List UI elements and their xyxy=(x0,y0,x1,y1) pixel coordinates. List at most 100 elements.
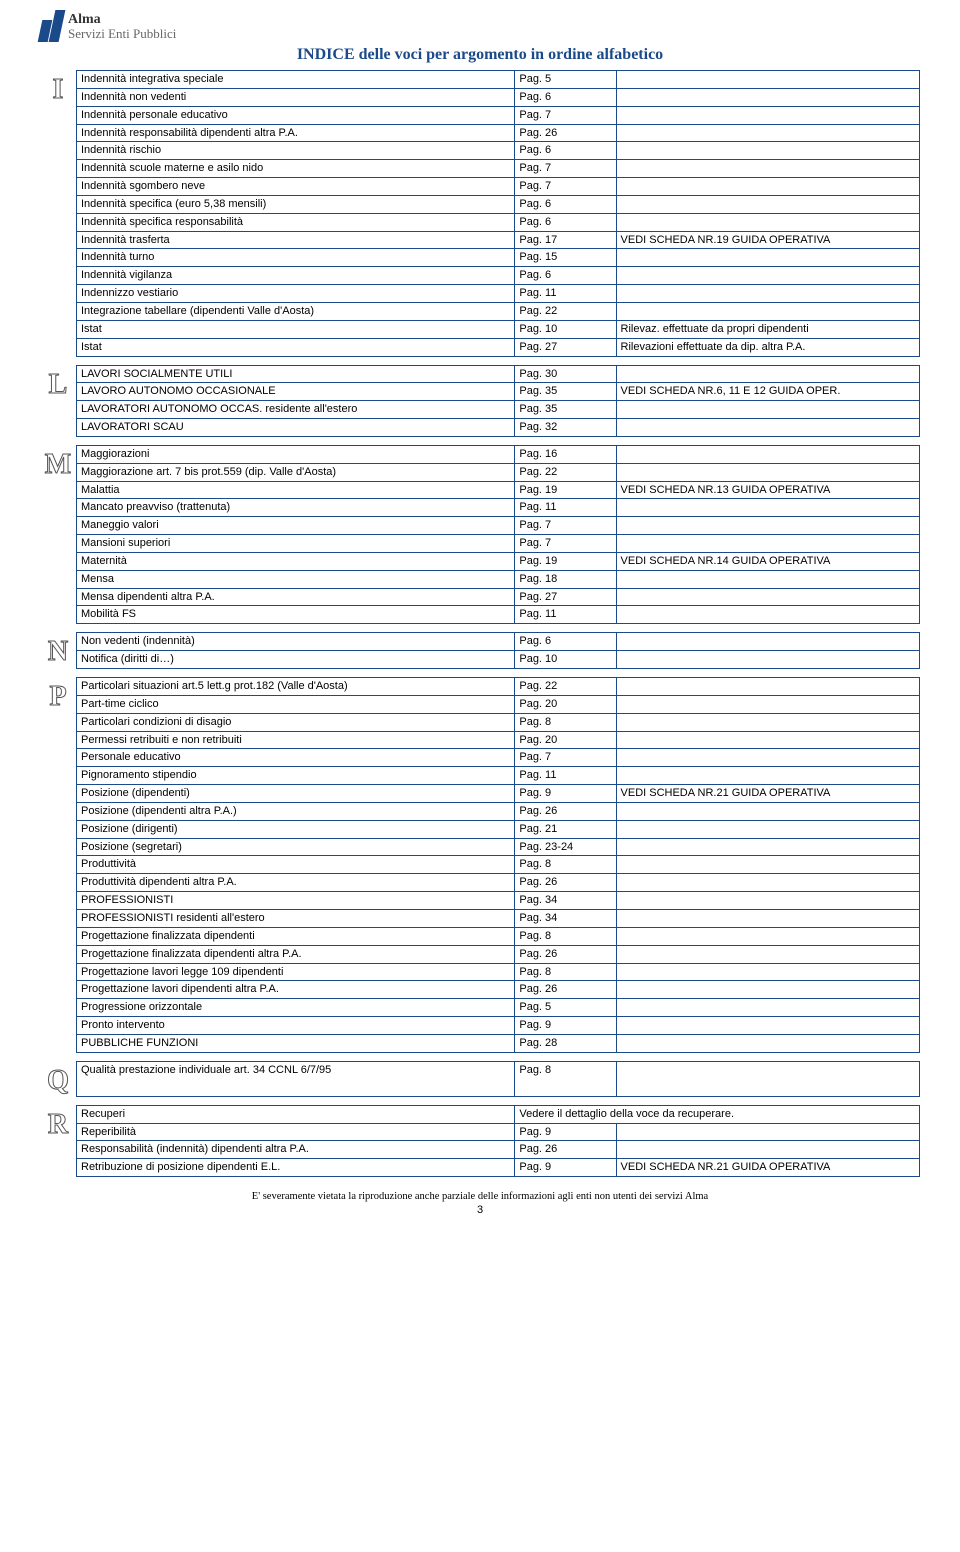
voice-note xyxy=(616,365,919,383)
voice-name: Integrazione tabellare (dipendenti Valle… xyxy=(77,302,515,320)
index-section: PParticolari situazioni art.5 lett.g pro… xyxy=(40,677,920,1053)
voice-page: Pag. 5 xyxy=(515,71,616,89)
voice-page: Pag. 20 xyxy=(515,695,616,713)
section-letter: I xyxy=(40,70,76,357)
voice-name: Pronto intervento xyxy=(77,1017,515,1035)
voice-note xyxy=(616,892,919,910)
voice-name: Indennità specifica (euro 5,38 mensili) xyxy=(77,195,515,213)
voice-page: Pag. 15 xyxy=(515,249,616,267)
table-row: Indennità sgombero nevePag. 7 xyxy=(77,178,920,196)
table-row: Indennità specifica responsabilitàPag. 6 xyxy=(77,213,920,231)
table-row: ReperibilitàPag. 9 xyxy=(77,1123,920,1141)
page-title: INDICE delle voci per argomento in ordin… xyxy=(40,46,920,64)
footer-text: E' severamente vietata la riproduzione a… xyxy=(40,1191,920,1202)
table-row: Progressione orizzontalePag. 5 xyxy=(77,999,920,1017)
voice-name: Mensa xyxy=(77,570,515,588)
table-row: Indennità rischioPag. 6 xyxy=(77,142,920,160)
logo: Alma Servizi Enti Pubblici xyxy=(40,10,176,42)
voice-note xyxy=(616,999,919,1017)
voice-name: Recuperi xyxy=(77,1105,515,1123)
section-letter: N xyxy=(40,632,76,669)
logo-line2: Servizi Enti Pubblici xyxy=(68,27,176,40)
voice-name: Maggiorazioni xyxy=(77,445,515,463)
table-row: Indennità non vedentiPag. 6 xyxy=(77,88,920,106)
logo-line1: Alma xyxy=(68,13,176,27)
voice-note xyxy=(616,713,919,731)
table-row: PROFESSIONISTI residenti all'esteroPag. … xyxy=(77,909,920,927)
index-section: MMaggiorazioniPag. 16Maggiorazione art. … xyxy=(40,445,920,624)
voice-note xyxy=(616,302,919,320)
table-row: Pignoramento stipendioPag. 11 xyxy=(77,767,920,785)
voice-note xyxy=(616,731,919,749)
index-section: LLAVORI SOCIALMENTE UTILIPag. 30LAVORO A… xyxy=(40,365,920,437)
voice-name: Mansioni superiori xyxy=(77,535,515,553)
table-row: Progettazione lavori legge 109 dipendent… xyxy=(77,963,920,981)
voice-page: Pag. 26 xyxy=(515,945,616,963)
voice-page: Pag. 22 xyxy=(515,678,616,696)
voice-name: Mobilità FS xyxy=(77,606,515,624)
voice-note: VEDI SCHEDA NR.19 GUIDA OPERATIVA xyxy=(616,231,919,249)
voice-page: Pag. 8 xyxy=(515,927,616,945)
voice-page: Pag. 19 xyxy=(515,481,616,499)
table-row: Progettazione lavori dipendenti altra P.… xyxy=(77,981,920,999)
table-row: Indennità vigilanzaPag. 6 xyxy=(77,267,920,285)
voice-note xyxy=(616,838,919,856)
voice-page: Pag. 27 xyxy=(515,338,616,356)
section-letter: M xyxy=(40,445,76,624)
voice-name: Posizione (dirigenti) xyxy=(77,820,515,838)
table-row: Progettazione finalizzata dipendentiPag.… xyxy=(77,927,920,945)
voice-note xyxy=(616,195,919,213)
voice-page: Pag. 8 xyxy=(515,713,616,731)
table-row: Pronto interventoPag. 9 xyxy=(77,1017,920,1035)
voice-name: Indennità rischio xyxy=(77,142,515,160)
voice-page: Pag. 35 xyxy=(515,383,616,401)
voice-note xyxy=(616,1034,919,1052)
table-row: Maneggio valoriPag. 7 xyxy=(77,517,920,535)
voice-name: Progettazione lavori legge 109 dipendent… xyxy=(77,963,515,981)
voice-note xyxy=(616,909,919,927)
voice-note xyxy=(616,517,919,535)
voice-page: Pag. 30 xyxy=(515,365,616,383)
voice-page: Pag. 9 xyxy=(515,1017,616,1035)
voice-note xyxy=(616,945,919,963)
section-letter: Q xyxy=(40,1061,76,1097)
table-row: Part-time ciclicoPag. 20 xyxy=(77,695,920,713)
voice-page: Pag. 8 xyxy=(515,963,616,981)
index-table: Indennità integrativa specialePag. 5Inde… xyxy=(76,70,920,357)
voice-page: Pag. 28 xyxy=(515,1034,616,1052)
voice-note xyxy=(616,88,919,106)
voice-note: Rilevaz. effettuate da propri dipendenti xyxy=(616,320,919,338)
voice-note xyxy=(616,927,919,945)
voice-note xyxy=(616,71,919,89)
voice-page: Pag. 34 xyxy=(515,909,616,927)
voice-note xyxy=(616,285,919,303)
voice-page: Pag. 6 xyxy=(515,213,616,231)
index-table: RecuperiVedere il dettaglio della voce d… xyxy=(76,1105,920,1177)
voice-note xyxy=(616,1061,919,1096)
index-table: Non vedenti (indennità)Pag. 6Notifica (d… xyxy=(76,632,920,669)
voice-note xyxy=(616,651,919,669)
voice-name: LAVORATORI SCAU xyxy=(77,419,515,437)
voice-name: Istat xyxy=(77,320,515,338)
voice-page: Pag. 35 xyxy=(515,401,616,419)
voice-name: PROFESSIONISTI xyxy=(77,892,515,910)
voice-note: VEDI SCHEDA NR.14 GUIDA OPERATIVA xyxy=(616,552,919,570)
voice-page: Pag. 6 xyxy=(515,142,616,160)
voice-page: Pag. 10 xyxy=(515,651,616,669)
table-row: LAVORO AUTONOMO OCCASIONALEPag. 35VEDI S… xyxy=(77,383,920,401)
voice-name: Posizione (dipendenti) xyxy=(77,785,515,803)
voice-note xyxy=(616,695,919,713)
voice-page: Pag. 9 xyxy=(515,785,616,803)
index-section: RRecuperiVedere il dettaglio della voce … xyxy=(40,1105,920,1177)
voice-name: Progettazione finalizzata dipendenti alt… xyxy=(77,945,515,963)
voice-page: Pag. 17 xyxy=(515,231,616,249)
voice-note xyxy=(616,499,919,517)
voice-name: Responsabilità (indennità) dipendenti al… xyxy=(77,1141,515,1159)
voice-page: Pag. 16 xyxy=(515,445,616,463)
voice-name: LAVORATORI AUTONOMO OCCAS. residente all… xyxy=(77,401,515,419)
table-row: Indennità turnoPag. 15 xyxy=(77,249,920,267)
voice-note xyxy=(616,445,919,463)
voice-name: Maggiorazione art. 7 bis prot.559 (dip. … xyxy=(77,463,515,481)
voice-name: Indennità personale educativo xyxy=(77,106,515,124)
table-row: Integrazione tabellare (dipendenti Valle… xyxy=(77,302,920,320)
